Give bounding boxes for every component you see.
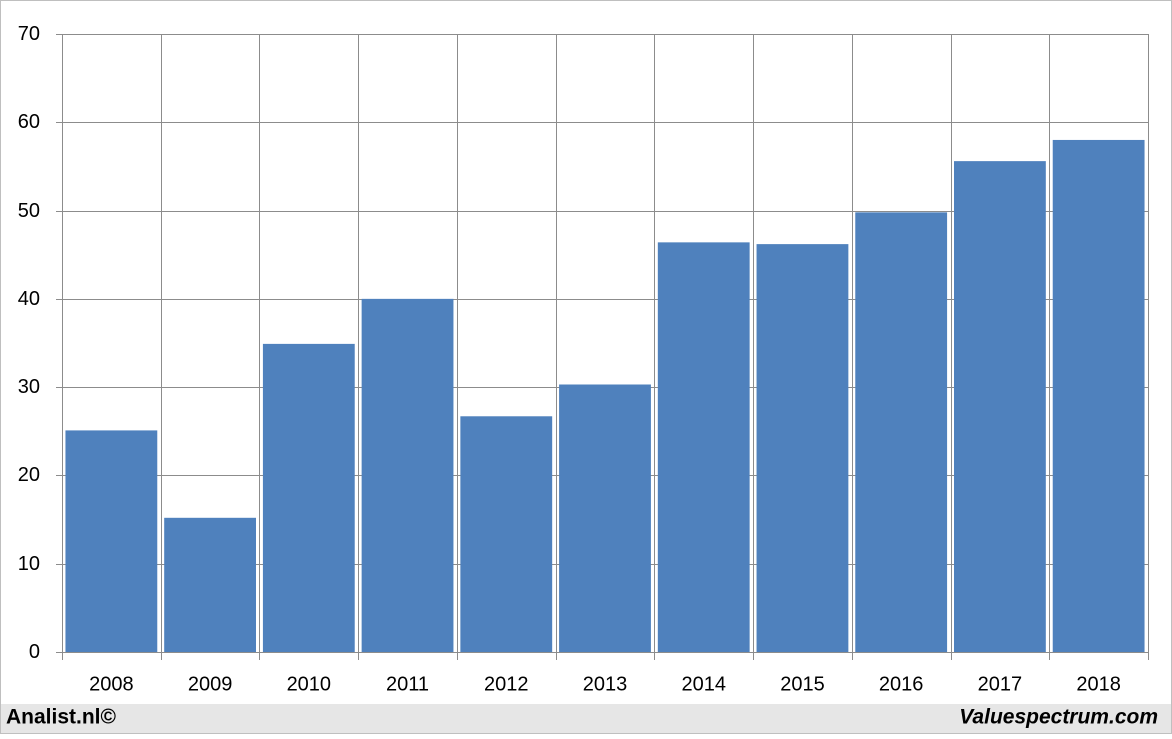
y-tick-label: 20 <box>18 464 40 486</box>
bar <box>65 430 158 652</box>
y-tick-label: 60 <box>18 111 40 133</box>
x-tick-label: 2018 <box>1076 673 1121 695</box>
x-tick-label: 2013 <box>583 673 628 695</box>
bar <box>855 212 948 652</box>
x-tick-label: 2009 <box>188 673 233 695</box>
y-tick-label: 40 <box>18 288 40 310</box>
y-tick-label: 0 <box>29 641 40 663</box>
source-text: Analist.nl© <box>6 706 117 729</box>
y-tick-label: 70 <box>18 23 40 45</box>
footer-band <box>1 704 1171 733</box>
bar <box>657 242 750 652</box>
x-tick-label: 2012 <box>484 673 529 695</box>
bar <box>164 517 256 652</box>
x-tick-label: 2008 <box>89 673 134 695</box>
y-tick-label: 10 <box>18 553 40 575</box>
x-tick-label: 2015 <box>780 673 825 695</box>
x-tick-label: 2010 <box>287 673 332 695</box>
y-tick-label: 30 <box>18 376 40 398</box>
bar <box>460 416 553 652</box>
x-tick-label: 2014 <box>681 673 726 695</box>
x-tick-label: 2011 <box>386 673 429 695</box>
y-tick-label: 50 <box>18 200 40 222</box>
bar <box>954 161 1046 653</box>
bar <box>559 384 651 652</box>
bar <box>756 244 849 652</box>
bar <box>262 343 355 652</box>
bar <box>361 298 454 652</box>
x-tick-label: 2016 <box>879 673 924 695</box>
x-tick-label: 2017 <box>978 673 1023 695</box>
credit-text: Valuespectrum.com <box>959 706 1158 729</box>
bar <box>1052 139 1145 652</box>
